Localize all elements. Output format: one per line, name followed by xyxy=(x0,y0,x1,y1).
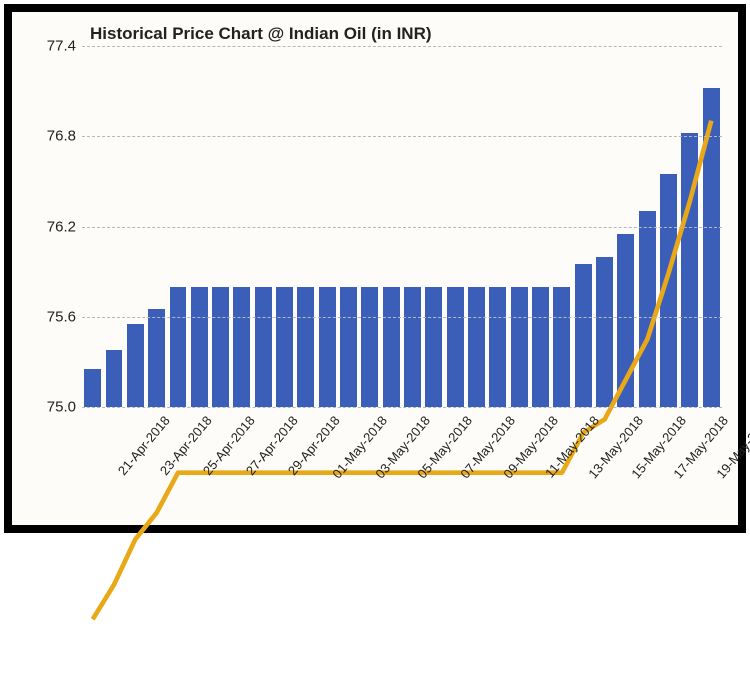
bar xyxy=(383,287,400,407)
bar xyxy=(276,287,293,407)
bar xyxy=(319,287,336,407)
bar xyxy=(170,287,187,407)
bar xyxy=(575,264,592,407)
bar xyxy=(148,309,165,407)
bar xyxy=(425,287,442,407)
chart-container: Historical Price Chart @ Indian Oil (in … xyxy=(22,22,728,515)
bar xyxy=(233,287,250,407)
bar xyxy=(553,287,570,407)
bar xyxy=(340,287,357,407)
bar xyxy=(106,350,123,407)
plot-area: 75.075.676.276.877.4 xyxy=(82,46,722,407)
y-tick-label: 75.0 xyxy=(30,399,76,416)
gridline xyxy=(82,46,722,47)
bar xyxy=(404,287,421,407)
gridline xyxy=(82,317,722,318)
bar xyxy=(255,287,272,407)
bar xyxy=(191,287,208,407)
bar xyxy=(596,257,613,407)
gridline xyxy=(82,227,722,228)
chart-frame: Historical Price Chart @ Indian Oil (in … xyxy=(4,4,746,533)
x-axis-labels: 21-Apr-201823-Apr-201825-Apr-201827-Apr-… xyxy=(82,407,722,515)
chart-title: Historical Price Chart @ Indian Oil (in … xyxy=(90,24,432,44)
bar xyxy=(447,287,464,407)
bar xyxy=(532,287,549,407)
bar xyxy=(617,234,634,407)
bar xyxy=(297,287,314,407)
bar xyxy=(468,287,485,407)
bar xyxy=(639,211,656,407)
y-tick-label: 77.4 xyxy=(30,38,76,55)
bar xyxy=(212,287,229,407)
y-tick-label: 76.2 xyxy=(30,218,76,235)
bar xyxy=(127,324,144,407)
bar xyxy=(84,369,101,407)
bar xyxy=(489,287,506,407)
gridline xyxy=(82,136,722,137)
bar xyxy=(681,133,698,407)
bar xyxy=(511,287,528,407)
bar xyxy=(660,174,677,407)
y-tick-label: 76.8 xyxy=(30,128,76,145)
y-tick-label: 75.6 xyxy=(30,308,76,325)
bar xyxy=(361,287,378,407)
